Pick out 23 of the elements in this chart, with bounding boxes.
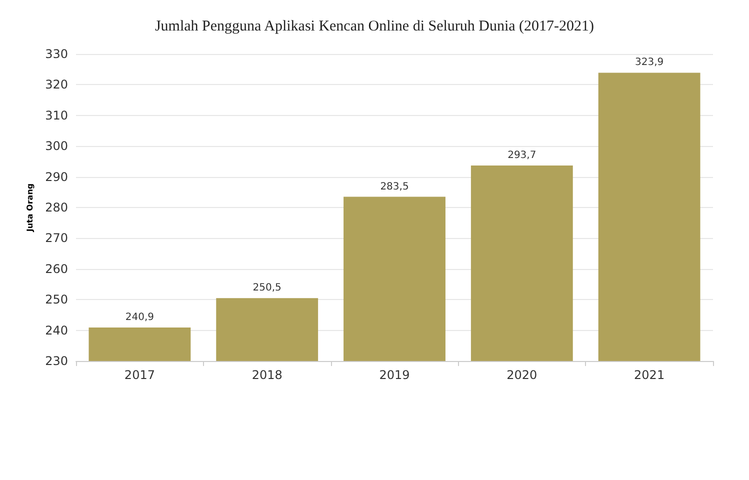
data-label: 323,9 [634, 57, 664, 68]
y-tick-label: 290 [45, 170, 68, 184]
x-tick-label: 2019 [379, 368, 410, 382]
y-tick-label: 270 [45, 231, 68, 246]
x-tick-label: 2017 [124, 368, 155, 382]
y-tick-label: 310 [45, 108, 68, 122]
data-label: 283,5 [380, 181, 409, 192]
y-tick-label: 260 [45, 262, 68, 276]
data-label: 293,7 [508, 150, 536, 161]
y-tick-label: 320 [45, 78, 68, 92]
x-tick-label: 2021 [634, 368, 665, 382]
data-label: 250,5 [252, 282, 282, 294]
y-tick-label: 250 [45, 292, 68, 307]
x-tick-label: 2018 [252, 368, 282, 382]
y-tick-label: 300 [45, 139, 68, 154]
x-tick-label: 2020 [506, 368, 538, 382]
chart-title: Jumlah Pengguna Aplikasi Kencan Online di Seluruh Dunia (2017-2021) [154, 18, 594, 34]
y-tick-label: 240 [45, 323, 68, 338]
data-label: 240,9 [125, 312, 154, 324]
y-tick-label: 280 [45, 200, 68, 214]
y-tick-label: 230 [45, 354, 68, 368]
y-tick-label: 330 [45, 47, 68, 61]
y-axis-title: Juta Orang [26, 183, 35, 233]
